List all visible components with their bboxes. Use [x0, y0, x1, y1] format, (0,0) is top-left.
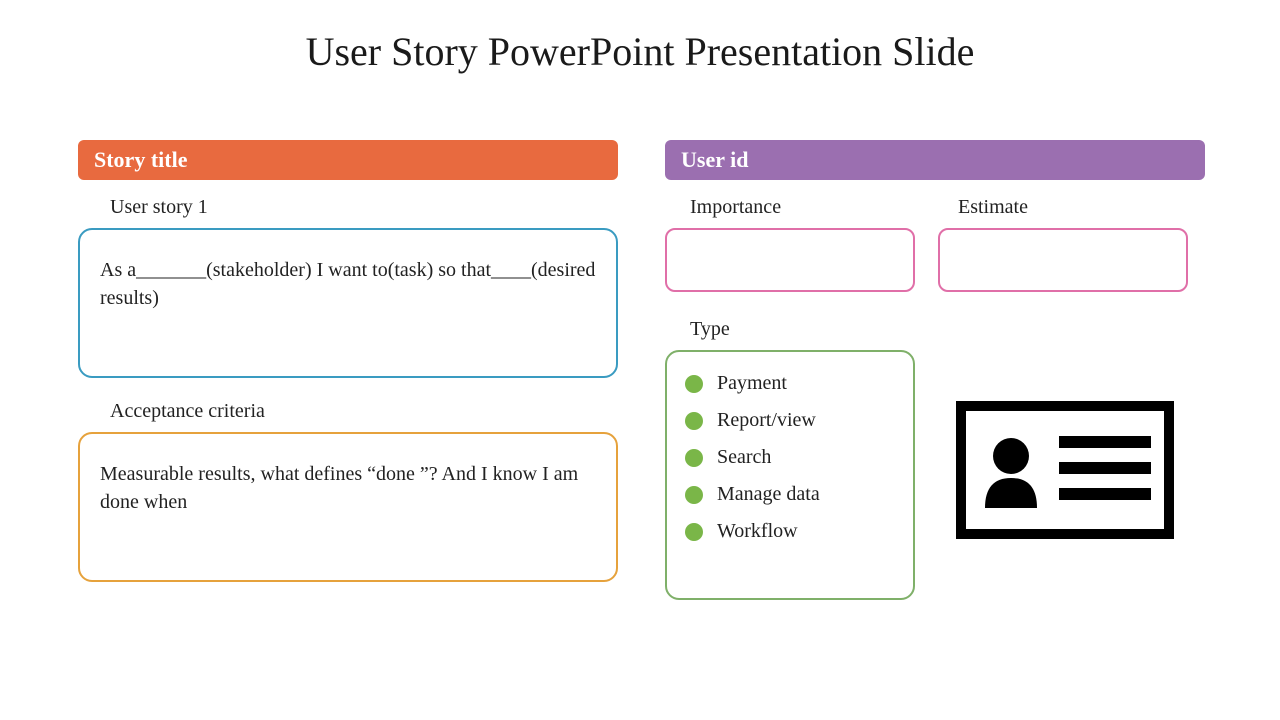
- story-box: As a_______(stakeholder) I want to(task)…: [78, 228, 618, 378]
- bullet-icon: [685, 449, 703, 467]
- bullet-icon: [685, 412, 703, 430]
- type-item-label: Search: [717, 446, 771, 469]
- user-id-header: User id: [665, 140, 1205, 180]
- acceptance-box-text: Measurable results, what defines “done ”…: [100, 460, 596, 516]
- estimate-box: [938, 228, 1188, 292]
- estimate-label: Estimate: [958, 196, 1028, 219]
- type-item-label: Payment: [717, 372, 787, 395]
- type-item-label: Report/view: [717, 409, 816, 432]
- story-box-text: As a_______(stakeholder) I want to(task)…: [100, 256, 596, 312]
- type-item: Manage data: [685, 483, 895, 506]
- type-item: Report/view: [685, 409, 895, 432]
- id-card-icon: [955, 400, 1175, 545]
- type-item: Payment: [685, 372, 895, 395]
- type-box: Payment Report/view Search Manage data Workf…: [665, 350, 915, 600]
- user-story-label: User story 1: [110, 196, 208, 219]
- type-item-label: Manage data: [717, 483, 820, 506]
- importance-label: Importance: [690, 196, 781, 219]
- type-label: Type: [690, 318, 730, 341]
- bullet-icon: [685, 523, 703, 541]
- user-id-header-text: User id: [681, 147, 748, 173]
- story-title-header-text: Story title: [94, 147, 187, 173]
- type-item-label: Workflow: [717, 520, 798, 543]
- slide-title: User Story PowerPoint Presentation Slide: [0, 28, 1280, 75]
- type-item: Search: [685, 446, 895, 469]
- bullet-icon: [685, 375, 703, 393]
- story-title-header: Story title: [78, 140, 618, 180]
- acceptance-box: Measurable results, what defines “done ”…: [78, 432, 618, 582]
- acceptance-label: Acceptance criteria: [110, 400, 265, 423]
- bullet-icon: [685, 486, 703, 504]
- type-list: Payment Report/view Search Manage data Workf…: [685, 372, 895, 543]
- importance-box: [665, 228, 915, 292]
- type-item: Workflow: [685, 520, 895, 543]
